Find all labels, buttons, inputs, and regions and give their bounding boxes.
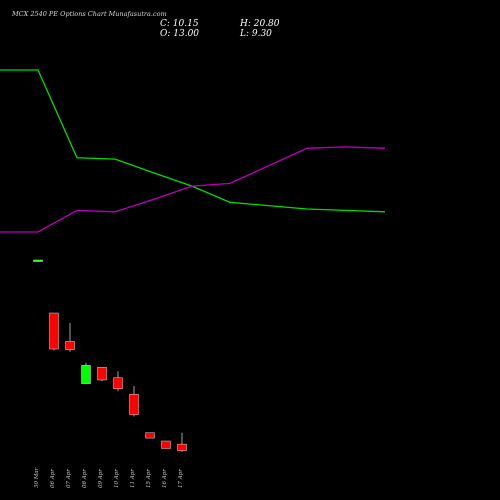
x-tick-label: 11 Apr — [130, 469, 136, 488]
candle-body — [65, 341, 75, 350]
candle-body — [145, 432, 155, 439]
low-value: L: 9.30 — [239, 29, 272, 39]
x-tick-label: 16 Apr — [162, 469, 168, 488]
magenta-line — [0, 146, 386, 233]
candle-body — [129, 394, 139, 415]
chart-title: MCX 2540 PE Options Chart Munafasutra.co… — [11, 10, 167, 18]
x-tick-label: 15 Apr — [146, 469, 152, 488]
candle-body — [33, 259, 43, 262]
candles — [33, 259, 187, 452]
x-tick-label: 07 Apr — [66, 469, 72, 488]
x-tick-label: 08 Apr — [82, 469, 88, 488]
green-line — [0, 69, 386, 213]
close-value: C: 10.15 — [160, 19, 199, 29]
x-tick-label: 30 Mar — [34, 467, 40, 488]
candle-body — [49, 312, 59, 350]
candle-body — [161, 440, 171, 449]
x-tick-label: 10 Apr — [114, 469, 120, 488]
indicator-lines — [0, 69, 386, 233]
x-tick-label: 17 Apr — [178, 469, 184, 488]
candle-body — [113, 377, 123, 389]
high-value: H: 20.80 — [239, 19, 280, 29]
candle-body — [177, 443, 187, 451]
candle-body — [81, 365, 91, 384]
x-axis-ticks: 30 Mar 06 Apr 07 Apr 08 Apr 09 Apr 10 Apr 11 A… — [34, 467, 184, 488]
x-tick-label: 09 Apr — [98, 469, 104, 488]
open-value: O: 13.00 — [160, 29, 199, 39]
x-tick-label: 06 Apr — [50, 469, 56, 488]
candle-body — [97, 367, 107, 381]
